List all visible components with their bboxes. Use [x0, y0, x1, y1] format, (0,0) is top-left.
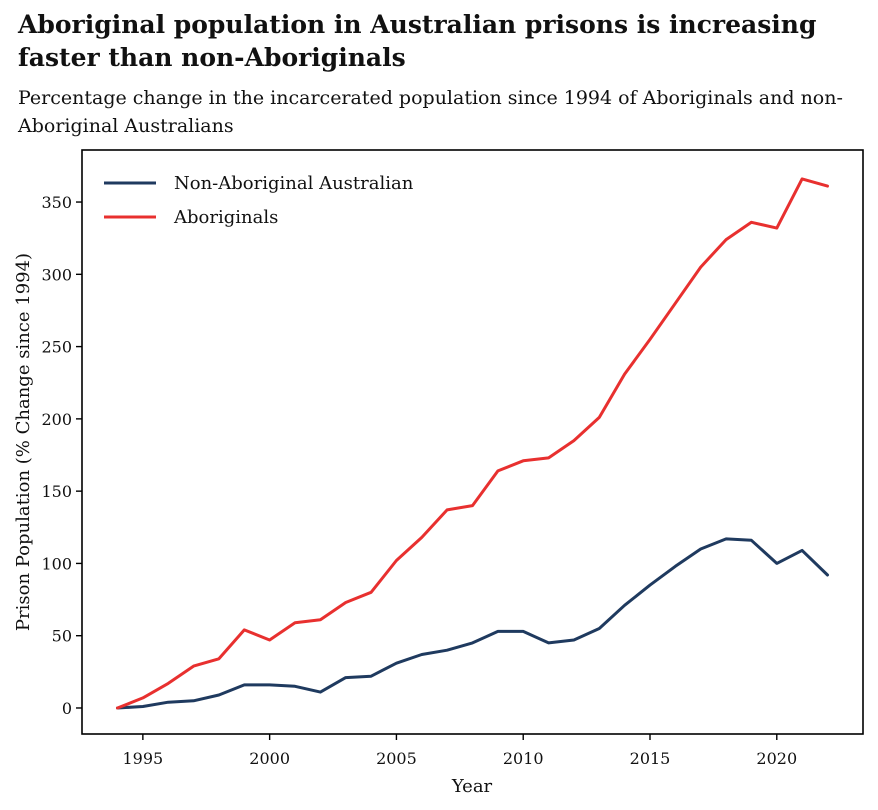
y-tick-label: 250 [41, 338, 72, 357]
plot-frame [81, 149, 864, 735]
x-tick-label: 2005 [376, 749, 417, 768]
legend: Non-Aboriginal Australian Aboriginals [104, 173, 414, 228]
y-tick-label: 350 [41, 193, 72, 212]
legend-label: Aboriginals [173, 207, 278, 228]
x-tick-label: 1995 [122, 749, 163, 768]
legend-label: Non-Aboriginal Australian [174, 173, 414, 194]
x-axis-ticks: 1995 2000 2005 2010 2015 2020 [122, 734, 797, 768]
y-tick-label: 150 [41, 482, 72, 501]
y-axis-label: Prison Population (% Change since 1994) [13, 253, 34, 631]
chart-title: Aboriginal population in Australian pris… [18, 10, 817, 72]
y-axis-ticks: 0 50 100 150 200 250 300 350 [41, 193, 82, 718]
y-tick-label: 100 [41, 554, 72, 573]
y-tick-label: 50 [52, 627, 72, 646]
series-line-non-aboriginal [116, 537, 829, 710]
y-tick-label: 0 [62, 699, 72, 718]
x-tick-label: 2010 [503, 749, 544, 768]
y-tick-label: 200 [41, 410, 72, 429]
x-tick-label: 2000 [249, 749, 290, 768]
y-tick-label: 300 [41, 265, 72, 284]
series-line-aboriginal [116, 177, 829, 710]
series-lines [116, 177, 829, 710]
x-tick-label: 2020 [756, 749, 797, 768]
x-axis-label: Year [451, 776, 493, 797]
chart-subtitle: Percentage change in the incarcerated po… [18, 87, 843, 137]
x-tick-label: 2015 [630, 749, 671, 768]
